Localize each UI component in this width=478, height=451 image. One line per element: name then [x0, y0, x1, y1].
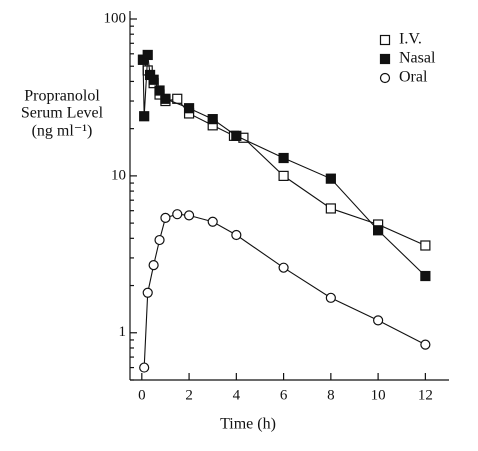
- x-tick-label: 12: [418, 387, 433, 403]
- marker: [373, 225, 384, 236]
- marker: [183, 210, 195, 221]
- marker: [172, 209, 183, 220]
- marker: [207, 114, 218, 125]
- marker: [142, 287, 153, 298]
- marker: [420, 339, 431, 350]
- series-line: [142, 54, 426, 277]
- y-axis-label: Serum Level: [21, 105, 104, 122]
- marker: [142, 49, 153, 61]
- marker: [154, 234, 165, 246]
- marker: [420, 240, 431, 251]
- marker: [154, 85, 165, 96]
- x-axis-label: Time (h): [220, 416, 276, 433]
- y-axis-label: Propranolol: [24, 88, 100, 105]
- x-tick-label: 6: [280, 387, 288, 403]
- marker: [325, 173, 336, 184]
- legend-marker: [379, 72, 391, 84]
- marker: [325, 203, 336, 214]
- marker: [278, 170, 289, 181]
- y-axis-label: (ng ml⁻¹): [32, 123, 93, 140]
- y-tick-label: 10: [111, 167, 126, 183]
- x-tick-label: 10: [371, 387, 386, 403]
- marker: [325, 292, 336, 303]
- x-tick-label: 4: [233, 387, 241, 403]
- legend-marker: [379, 53, 391, 65]
- marker: [278, 152, 289, 164]
- x-tick-label: 0: [138, 387, 146, 403]
- marker: [231, 130, 242, 141]
- x-tick-label: 2: [185, 387, 193, 403]
- marker: [148, 74, 159, 85]
- marker: [160, 212, 171, 223]
- marker: [183, 103, 195, 114]
- marker: [139, 362, 150, 373]
- marker: [148, 259, 159, 271]
- marker: [420, 270, 431, 282]
- y-tick-label: 100: [104, 10, 127, 26]
- marker: [373, 315, 384, 326]
- series-line: [143, 213, 426, 368]
- legend-marker: [379, 34, 391, 46]
- x-tick-label: 8: [327, 387, 335, 403]
- marker: [139, 111, 150, 122]
- marker: [207, 216, 218, 227]
- marker: [231, 229, 242, 241]
- legend-label: Nasal: [399, 50, 436, 67]
- marker: [278, 262, 289, 273]
- y-tick-label: 1: [119, 324, 127, 340]
- legend-label: I.V.: [399, 31, 422, 48]
- legend-label: Oral: [399, 69, 428, 86]
- marker: [160, 93, 171, 104]
